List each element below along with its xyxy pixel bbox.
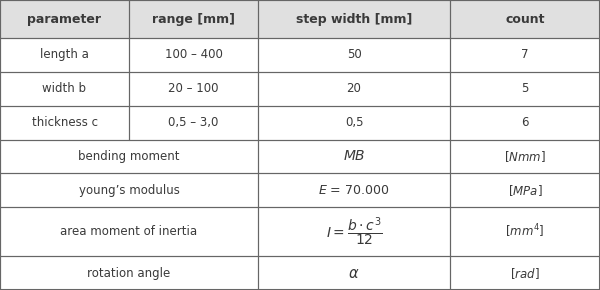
Bar: [450, 256, 600, 290]
Bar: [450, 173, 600, 207]
Bar: [0, 173, 258, 207]
Text: $[mm^4]$: $[mm^4]$: [505, 223, 545, 240]
Bar: [129, 72, 258, 106]
Bar: [258, 38, 450, 72]
Bar: [450, 38, 600, 72]
Bar: [0, 0, 129, 38]
Bar: [258, 0, 450, 38]
Bar: [0, 173, 258, 207]
Text: $\mathit{MB}$: $\mathit{MB}$: [343, 149, 365, 164]
Bar: [258, 38, 450, 72]
Bar: [0, 207, 258, 256]
Bar: [258, 106, 450, 139]
Bar: [258, 207, 450, 256]
Bar: [0, 256, 258, 290]
Bar: [258, 72, 450, 106]
Bar: [258, 256, 450, 290]
Bar: [450, 139, 600, 173]
Text: range [mm]: range [mm]: [152, 12, 235, 26]
Text: $\mathit{E}$ = 70.000: $\mathit{E}$ = 70.000: [319, 184, 389, 197]
Bar: [450, 106, 600, 139]
Bar: [129, 38, 258, 72]
Bar: [450, 106, 600, 139]
Text: 50: 50: [347, 48, 361, 61]
Bar: [0, 38, 129, 72]
Bar: [450, 0, 600, 38]
Bar: [450, 38, 600, 72]
Bar: [0, 38, 129, 72]
Bar: [450, 207, 600, 256]
Bar: [0, 72, 129, 106]
Bar: [0, 106, 129, 139]
Bar: [129, 0, 258, 38]
Text: 100 – 400: 100 – 400: [164, 48, 223, 61]
Bar: [0, 256, 258, 290]
Text: parameter: parameter: [28, 12, 101, 26]
Bar: [450, 0, 600, 38]
Text: $[rad]$: $[rad]$: [510, 266, 540, 280]
Bar: [258, 139, 450, 173]
Bar: [258, 207, 450, 256]
Text: 20: 20: [347, 82, 361, 95]
Bar: [450, 139, 600, 173]
Text: thickness c: thickness c: [32, 116, 97, 129]
Bar: [258, 106, 450, 139]
Bar: [258, 139, 450, 173]
Text: area moment of inertia: area moment of inertia: [61, 225, 197, 238]
Text: count: count: [505, 12, 545, 26]
Bar: [0, 0, 129, 38]
Bar: [450, 256, 600, 290]
Bar: [258, 0, 450, 38]
Text: 7: 7: [521, 48, 529, 61]
Bar: [0, 72, 129, 106]
Text: step width [mm]: step width [mm]: [296, 12, 412, 26]
Text: $[Nmm]$: $[Nmm]$: [504, 149, 546, 164]
Bar: [450, 207, 600, 256]
Text: $\mathit{I} = \dfrac{\mathit{b} \cdot \mathit{c}^3}{12}$: $\mathit{I} = \dfrac{\mathit{b} \cdot \m…: [326, 215, 382, 248]
Bar: [0, 207, 258, 256]
Text: 5: 5: [521, 82, 529, 95]
Bar: [129, 0, 258, 38]
Text: rotation angle: rotation angle: [88, 267, 170, 280]
Text: 0,5 – 3,0: 0,5 – 3,0: [169, 116, 218, 129]
Bar: [450, 173, 600, 207]
Text: young’s modulus: young’s modulus: [79, 184, 179, 197]
Bar: [129, 38, 258, 72]
Bar: [450, 72, 600, 106]
Text: 0,5: 0,5: [345, 116, 363, 129]
Bar: [129, 72, 258, 106]
Bar: [129, 106, 258, 139]
Text: 20 – 100: 20 – 100: [168, 82, 219, 95]
Bar: [258, 173, 450, 207]
Bar: [0, 139, 258, 173]
Text: bending moment: bending moment: [78, 150, 180, 163]
Text: $\alpha$: $\alpha$: [348, 266, 360, 281]
Bar: [450, 72, 600, 106]
Bar: [258, 173, 450, 207]
Bar: [0, 139, 258, 173]
Bar: [129, 106, 258, 139]
Text: width b: width b: [43, 82, 86, 95]
Text: $[MPa]$: $[MPa]$: [508, 183, 542, 198]
Text: length a: length a: [40, 48, 89, 61]
Bar: [258, 72, 450, 106]
Bar: [258, 256, 450, 290]
Bar: [0, 106, 129, 139]
Text: 6: 6: [521, 116, 529, 129]
